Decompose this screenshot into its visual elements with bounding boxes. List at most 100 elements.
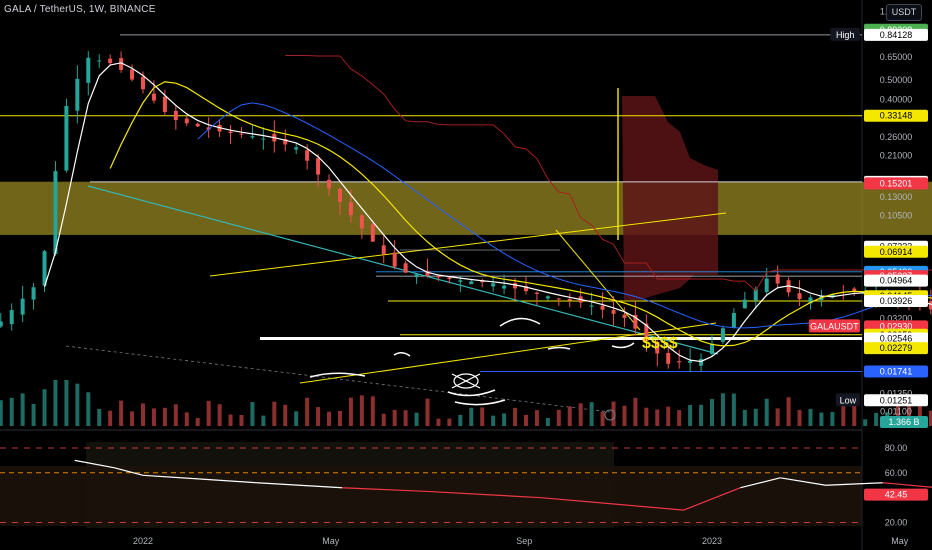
time-tick-label: 2023 — [702, 536, 722, 546]
candle-body — [162, 96, 167, 112]
price-tag-bg — [864, 28, 928, 41]
price-tag-label: 0.02279 — [880, 343, 913, 353]
rsi-level-label: 20.00 — [885, 518, 908, 528]
candle-body — [414, 274, 419, 278]
candle-body — [261, 138, 266, 140]
volume-bar — [359, 395, 364, 426]
candle-body — [53, 171, 58, 254]
projection-cloud — [622, 96, 718, 300]
time-tick-label: Sep — [516, 536, 532, 546]
currency-button[interactable]: USDT — [886, 4, 922, 21]
candle-body — [370, 224, 375, 242]
volume-bar — [677, 410, 682, 426]
candle-body — [513, 283, 518, 289]
dollar-annotation: $$$$ — [642, 335, 678, 352]
volume-bar — [491, 415, 496, 426]
hand-drawn-arc — [393, 352, 411, 357]
volume-bar — [31, 404, 36, 426]
rsi-current-label: 42.45 — [885, 490, 908, 500]
price-tag-label: 0.01741 — [880, 367, 913, 377]
time-axis[interactable]: 2022MaySep2023MaySep2024MaySep2025MaySep — [133, 536, 932, 546]
candle-body — [720, 328, 725, 342]
volume-bar — [141, 403, 145, 426]
volume-bar — [217, 404, 222, 426]
candle-body — [206, 127, 211, 130]
volume-bar — [852, 401, 857, 426]
hand-drawn-arc — [447, 389, 496, 397]
candle-body — [425, 270, 430, 276]
volume-bar — [108, 410, 113, 426]
volume-bar — [130, 411, 135, 426]
candle-body — [753, 289, 758, 301]
price-tag-label: 0.02930 — [880, 321, 913, 331]
candle-body — [567, 299, 572, 301]
volume-bar — [64, 380, 69, 426]
volume-bar — [480, 407, 485, 426]
volume-bar — [917, 401, 922, 426]
volume-bar — [622, 405, 627, 426]
volume-tag-bg — [880, 416, 928, 428]
candle-body — [392, 252, 397, 267]
rsi-pane: 80.00 60.00 20.00 42.45 — [0, 443, 932, 528]
volume-bar — [316, 407, 321, 426]
candle-body — [545, 296, 550, 299]
volume-bar — [819, 412, 824, 426]
candle-body — [731, 312, 736, 328]
candle-body — [458, 280, 463, 282]
candle-body — [294, 147, 299, 150]
candle-body — [348, 202, 353, 216]
candle-body — [775, 274, 780, 284]
candle-body — [151, 93, 156, 101]
flash-icon — [604, 409, 616, 421]
rsi-band-bg — [0, 466, 862, 526]
volume-bar — [184, 412, 189, 426]
candle-body — [195, 123, 200, 127]
trend-line — [209, 212, 727, 277]
volume-bar — [874, 412, 879, 426]
time-tick-label: 2022 — [133, 536, 153, 546]
price-tag-bg — [864, 294, 928, 307]
candle-body — [622, 314, 627, 318]
volume-bar — [534, 410, 539, 426]
volume-bar — [381, 413, 386, 426]
volume-bar — [392, 409, 397, 426]
volume-bar — [86, 392, 91, 426]
volume-bar — [523, 414, 528, 426]
candle-body — [64, 105, 69, 171]
annotations: $$$$ — [309, 317, 678, 421]
price-axis[interactable]: 1.100000.650000.500000.400000.260000.210… — [808, 7, 928, 428]
rsi-segment — [740, 477, 781, 489]
candle-body — [108, 58, 113, 64]
volume-bar — [808, 408, 813, 426]
rsi-segment — [142, 474, 200, 480]
candle-body — [589, 305, 594, 307]
volume-bar — [666, 406, 671, 426]
volume-bar — [414, 412, 419, 426]
volume-bar — [0, 400, 3, 426]
volume-bar — [261, 415, 266, 426]
rsi-segment — [199, 478, 257, 484]
volume-bar — [830, 412, 835, 426]
price-tag-label: 0.33148 — [880, 111, 913, 121]
price-tag-prefix: Low — [840, 395, 857, 405]
rsi-segment — [825, 482, 883, 486]
candle-body — [327, 179, 332, 189]
price-tag-bg — [864, 365, 928, 378]
volume-bar — [731, 393, 736, 426]
candle-body — [403, 263, 408, 273]
rsi-segment — [114, 467, 144, 476]
candle-body — [710, 343, 714, 354]
volume-bar — [688, 404, 693, 426]
price-tag-label: 0.06914 — [880, 247, 913, 257]
volume-bar — [600, 411, 605, 426]
volume-bar — [151, 408, 156, 426]
volume-bars — [0, 380, 932, 426]
trend-line — [555, 229, 641, 331]
volume-bar — [305, 397, 310, 426]
candle-body — [305, 150, 310, 161]
volume-bar — [589, 402, 594, 426]
volume-bar — [348, 397, 353, 426]
volume-bar — [863, 419, 868, 426]
candle-body — [928, 301, 932, 310]
